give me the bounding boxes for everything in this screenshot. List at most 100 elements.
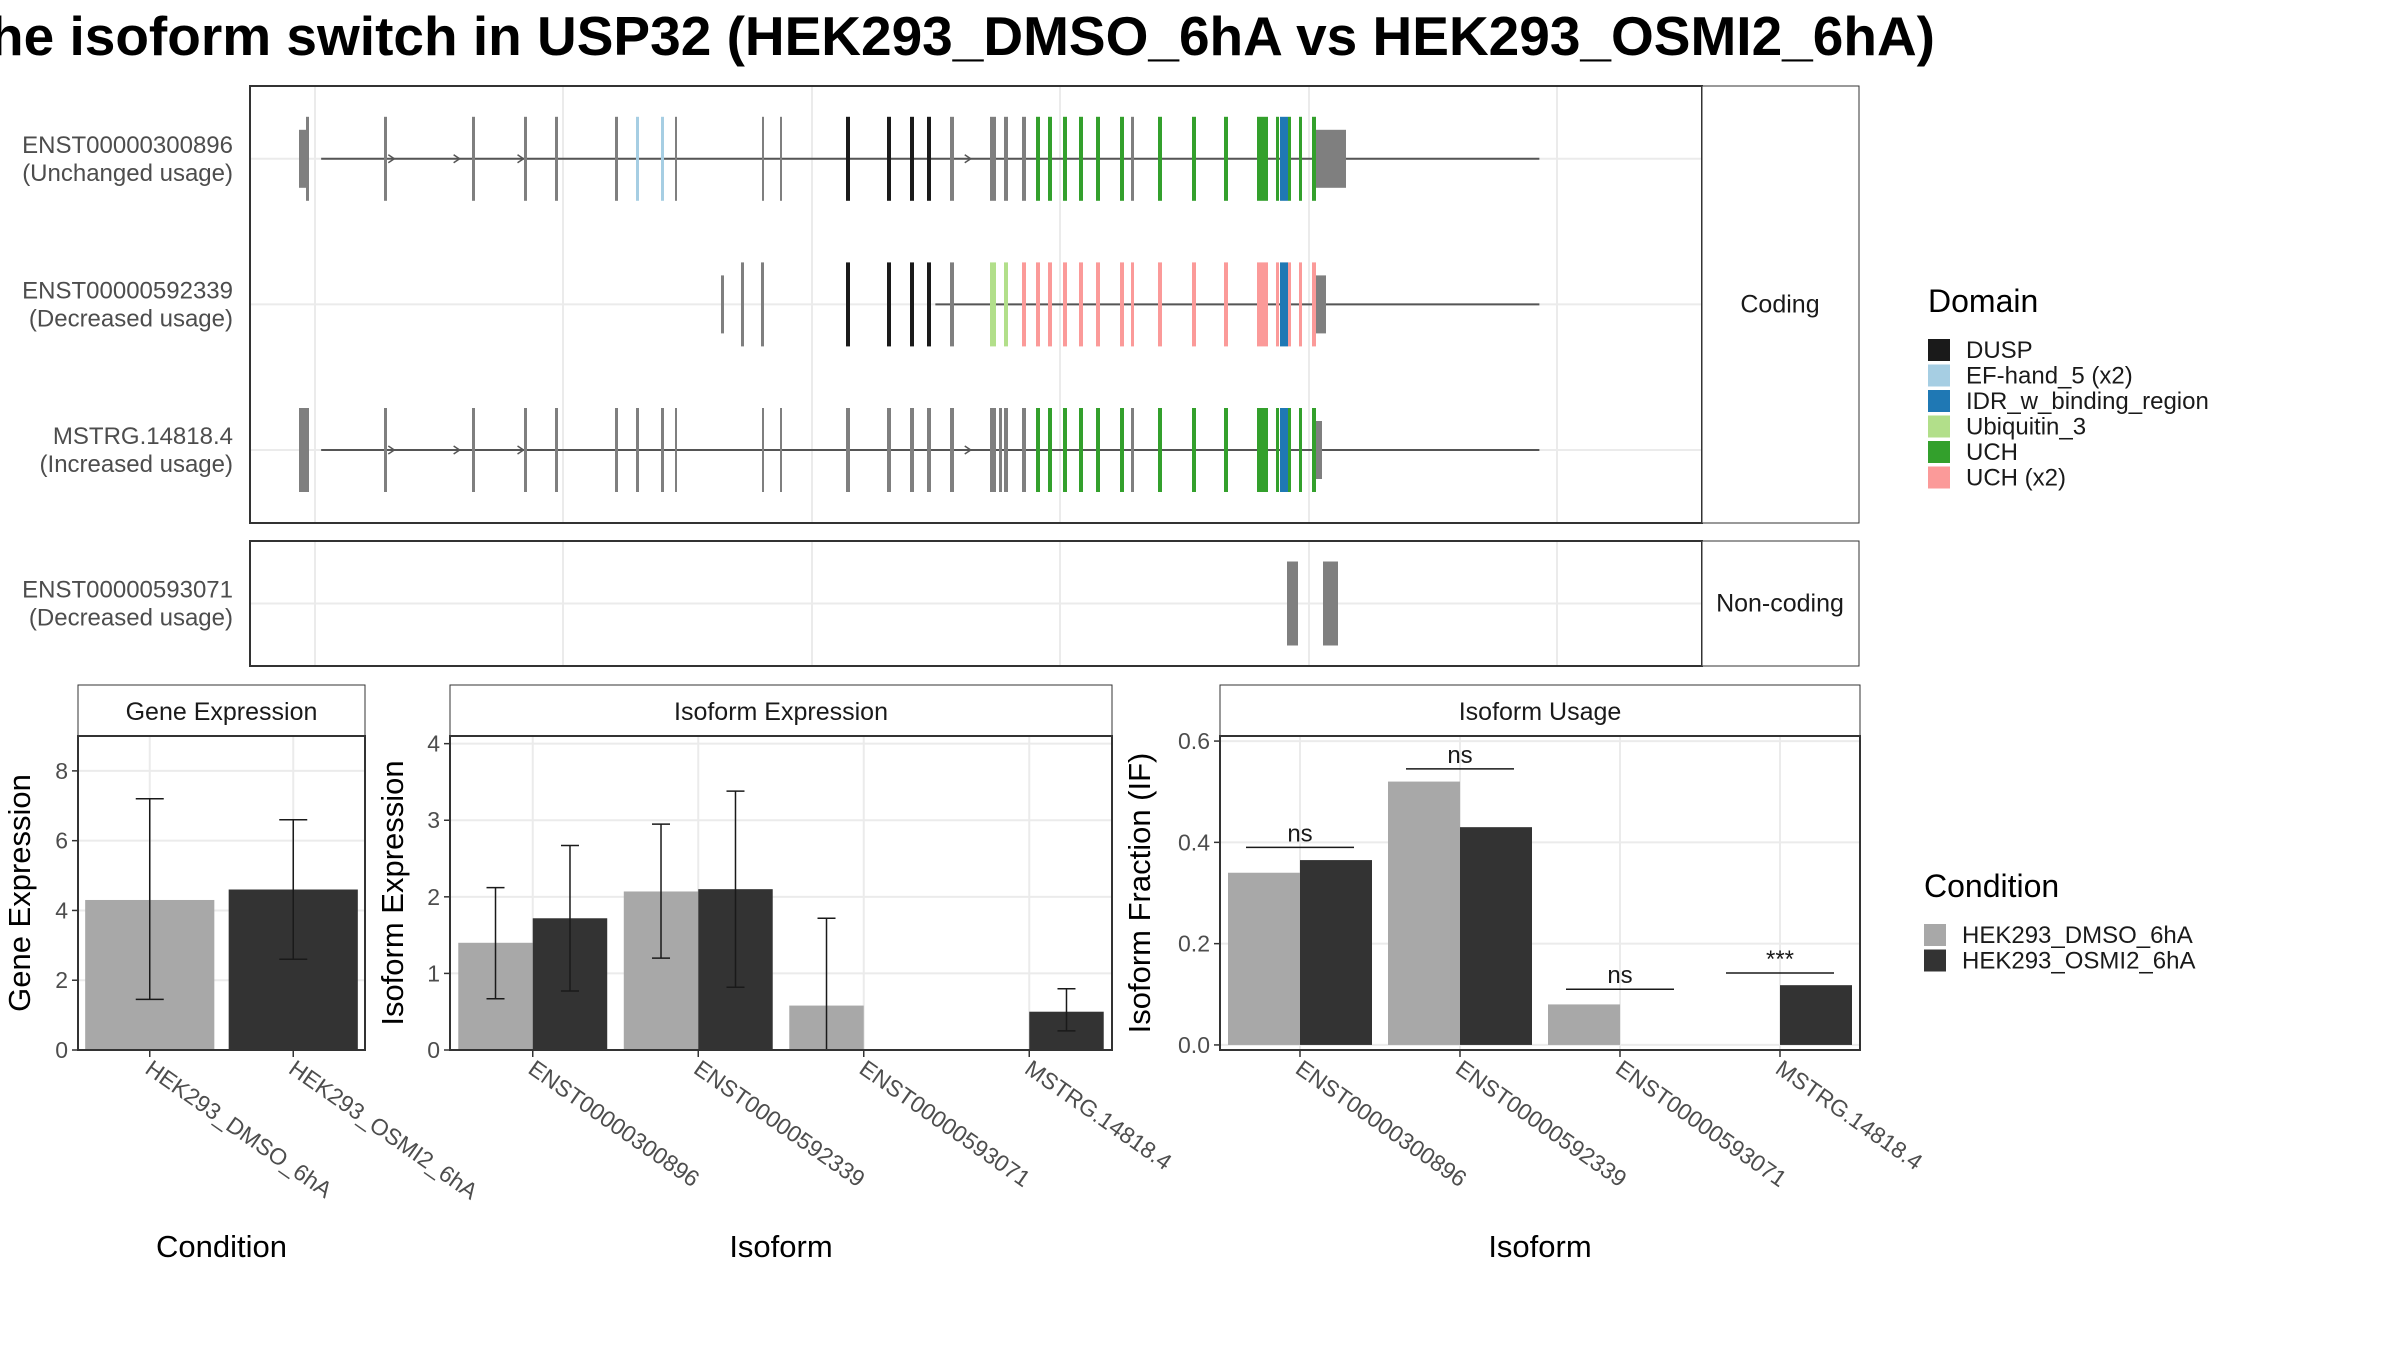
exon-block (661, 408, 664, 492)
transcript-label: ENST00000300896(Unchanged usage) (22, 132, 233, 187)
exon-block (721, 275, 724, 334)
y-tick-label: 2 (55, 967, 68, 993)
exon-block (1063, 408, 1067, 492)
exon-block (1288, 262, 1291, 347)
exon-block (1224, 116, 1228, 201)
x-tick-label: ENST00000300896 (1291, 1055, 1471, 1192)
transcript-usage: (Increased usage) (40, 451, 233, 478)
exon-block (1096, 116, 1100, 201)
exon-block (846, 262, 850, 347)
legend-key (1928, 364, 1950, 387)
exon-block (1004, 262, 1008, 347)
exon-block (1312, 262, 1316, 347)
exon-block (780, 116, 782, 201)
exon-block (384, 116, 387, 201)
bar (1548, 1004, 1620, 1045)
exon-block (615, 408, 618, 492)
exon-block (910, 116, 914, 201)
legend-label: DUSP (1966, 337, 2033, 364)
panel-title: Isoform Usage (1459, 698, 1622, 726)
exon-block (1004, 116, 1008, 201)
exon-block (306, 116, 309, 201)
exon-block (1299, 116, 1302, 201)
strand-arrow (964, 154, 973, 164)
bar (1780, 985, 1852, 1045)
legend-key (1928, 441, 1950, 463)
exon-block (927, 116, 931, 201)
panel-border (1219, 735, 1861, 1051)
legend-title: Condition (1924, 868, 2059, 904)
exon-block (1036, 408, 1040, 492)
strand-arrow (387, 154, 396, 164)
exon-block (1323, 561, 1338, 646)
panel-border (449, 735, 1113, 1051)
transcript-id: ENST00000592339 (22, 277, 233, 304)
transcript-id: ENST00000593071 (22, 577, 233, 604)
exon-block (1257, 116, 1268, 201)
x-axis-title: Condition (156, 1229, 287, 1264)
exon-block (661, 116, 664, 201)
legend-label: UCH (1966, 439, 2018, 466)
exon-block (384, 408, 387, 492)
transcript-usage: (Unchanged usage) (22, 160, 233, 187)
panel-strip (1219, 684, 1861, 737)
exon-block (741, 262, 744, 347)
exon-block (1299, 408, 1302, 492)
exon-block (780, 408, 782, 492)
exon-block (1079, 408, 1083, 492)
y-tick-label: 0 (427, 1037, 440, 1063)
y-tick-label: 2 (427, 884, 440, 910)
facet-strip (1701, 85, 1860, 524)
exon-block (1288, 116, 1291, 201)
exon-block (1063, 116, 1067, 201)
exon-block (887, 116, 891, 201)
panel-title: Isoform Expression (674, 698, 888, 726)
y-tick-label: 0 (55, 1037, 68, 1063)
exon-block (910, 262, 914, 347)
exon-block (1280, 116, 1288, 201)
legend-key (1928, 415, 1950, 438)
exon-block (299, 129, 306, 188)
y-axis-title: Gene Expression (2, 774, 37, 1012)
exon-block (1158, 116, 1162, 201)
x-tick-label: ENST00000592339 (1451, 1055, 1631, 1192)
exon-block (636, 116, 639, 201)
exon-block (1316, 129, 1346, 188)
exon-block (887, 408, 891, 492)
exon-block (1299, 262, 1302, 347)
legend-key (1928, 390, 1950, 412)
exon-block (950, 262, 954, 347)
y-tick-label: 6 (55, 828, 68, 854)
exon-block (1120, 116, 1124, 201)
exon-block (1312, 408, 1316, 492)
exon-block (472, 408, 475, 492)
exon-block (1316, 275, 1326, 334)
exon-block (1079, 262, 1083, 347)
y-axis-title: Isoform Expression (375, 760, 410, 1025)
exon-block (1192, 408, 1196, 492)
exon-block (1096, 262, 1100, 347)
exon-block (927, 262, 931, 347)
bar-panel: Isoform Expression01234ENST00000300896EN… (375, 684, 1177, 1264)
legend-title: Domain (1928, 283, 2038, 319)
strand-arrow (453, 154, 461, 164)
exon-block (846, 408, 850, 492)
significance-label: ns (1447, 742, 1472, 769)
exon-block (846, 116, 850, 201)
legend-label: HEK293_OSMI2_6hA (1962, 948, 2195, 975)
y-tick-label: 0.4 (1178, 829, 1210, 855)
exon-block (1287, 561, 1298, 646)
y-tick-label: 0.6 (1178, 728, 1210, 754)
x-axis-title: Isoform (1488, 1229, 1591, 1264)
bar (1388, 781, 1460, 1045)
exon-block (1036, 116, 1040, 201)
transcript-id: MSTRG.14818.4 (53, 423, 233, 450)
legend-label: UCH (x2) (1966, 465, 2066, 492)
panel-strip (449, 684, 1113, 737)
panel-strip (77, 684, 366, 737)
bar (1228, 872, 1300, 1045)
facet-strip-label: Coding (1740, 291, 1819, 319)
exon-block (472, 116, 475, 201)
x-tick-label: ENST00000592339 (689, 1055, 869, 1192)
